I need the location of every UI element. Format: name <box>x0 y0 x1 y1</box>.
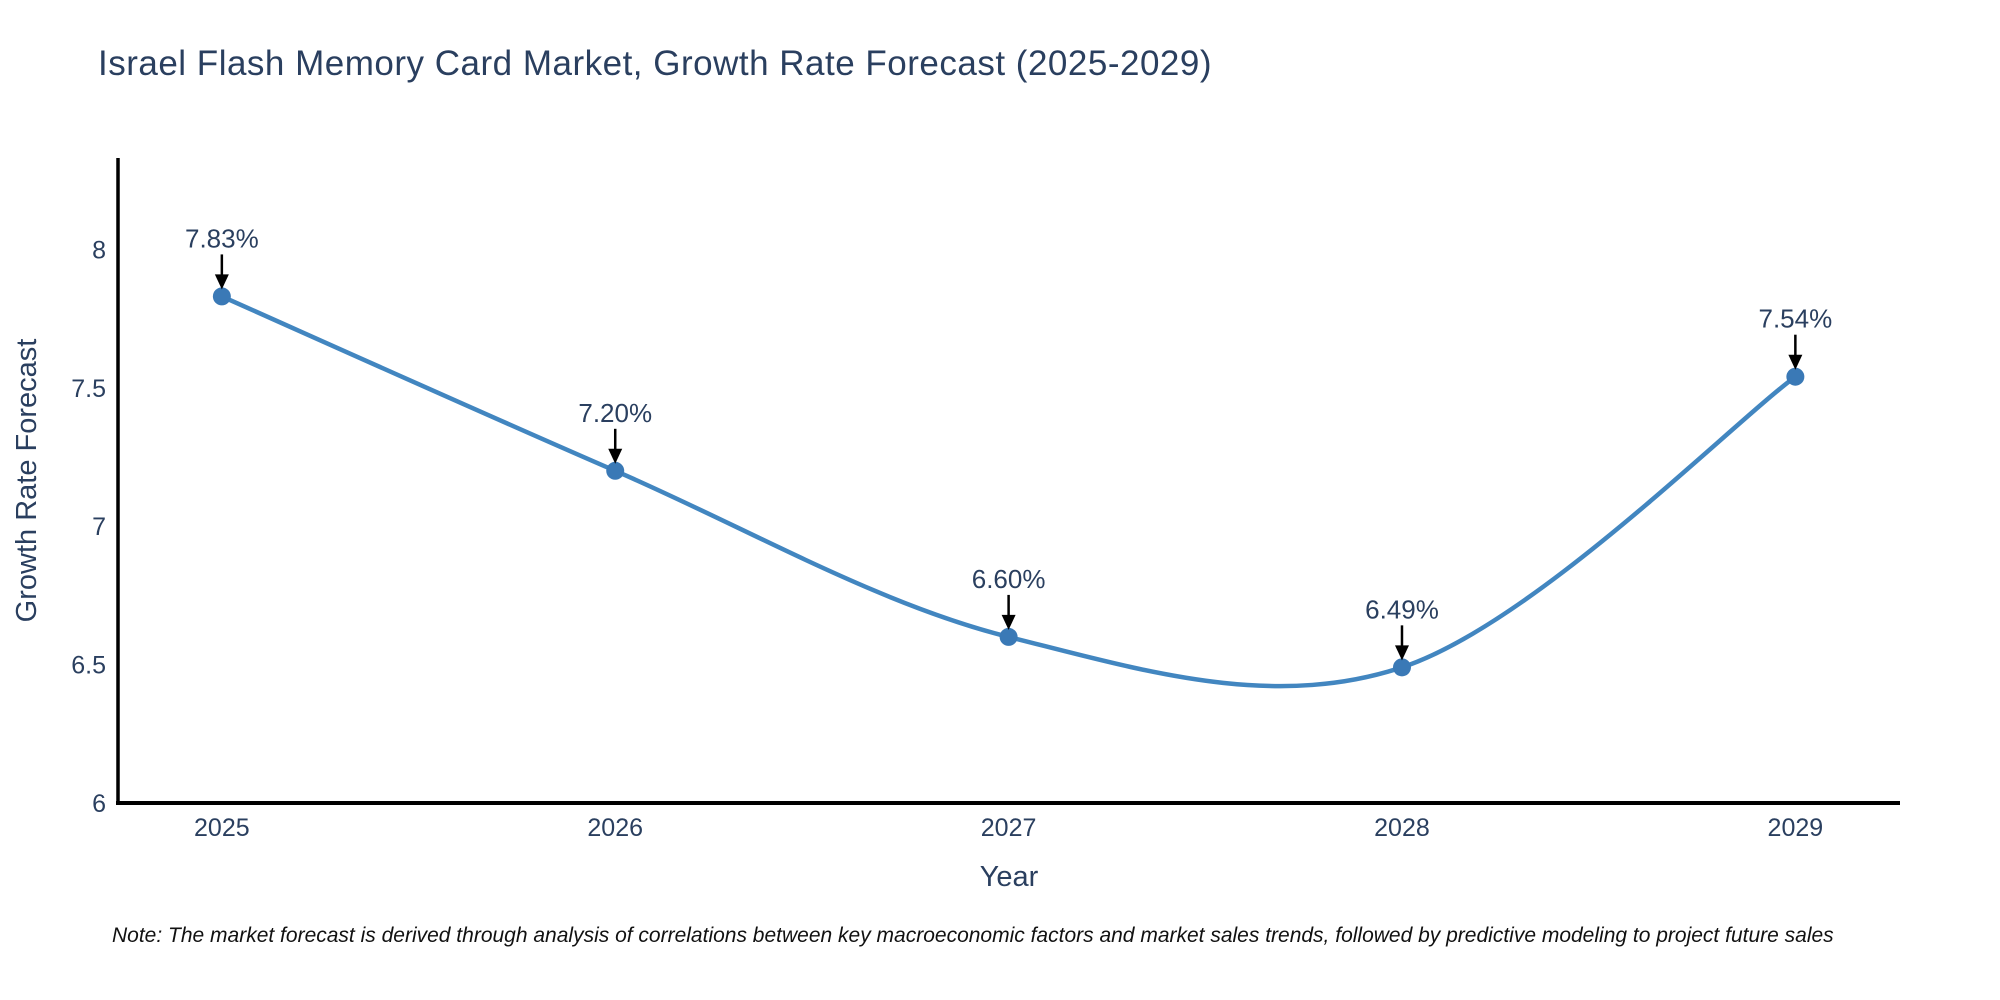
annotation-arrowhead-icon <box>608 448 623 464</box>
data-point-2028 <box>1392 658 1411 677</box>
annotation-arrowhead-icon <box>1394 645 1409 661</box>
data-point-2029 <box>1786 367 1805 386</box>
y-tick-label-7: 7 <box>92 513 106 541</box>
data-point-label-2029: 7.54% <box>1758 304 1832 334</box>
y-tick-label-6: 6 <box>92 790 106 818</box>
y-tick-label-7.5: 7.5 <box>71 375 106 403</box>
data-point-2026 <box>606 461 625 480</box>
x-tick-label-2025: 2025 <box>194 814 250 842</box>
x-tick-label-2028: 2028 <box>1374 814 1430 842</box>
data-point-label-2026: 7.20% <box>578 398 652 428</box>
annotation-arrowhead-icon <box>1788 354 1803 370</box>
annotation-arrowhead-icon <box>1001 614 1016 630</box>
x-tick-label-2027: 2027 <box>981 814 1037 842</box>
data-point-2025 <box>212 287 231 306</box>
y-tick-label-8: 8 <box>92 236 106 264</box>
data-point-label-2027: 6.60% <box>972 564 1046 594</box>
y-axis-title: Growth Rate Forecast <box>11 339 43 623</box>
data-point-label-2028: 6.49% <box>1365 594 1439 624</box>
x-axis-title: Year <box>980 861 1039 893</box>
chart-title: Israel Flash Memory Card Market, Growth … <box>98 44 1212 83</box>
footnote: Note: The market forecast is derived thr… <box>112 924 1834 947</box>
x-tick-label-2029: 2029 <box>1768 814 1824 842</box>
y-tick-label-6.5: 6.5 <box>71 652 106 680</box>
annotation-arrowhead-icon <box>214 274 229 290</box>
x-tick-label-2026: 2026 <box>587 814 643 842</box>
data-point-label-2025: 7.83% <box>185 223 259 253</box>
data-point-2027 <box>999 627 1018 646</box>
